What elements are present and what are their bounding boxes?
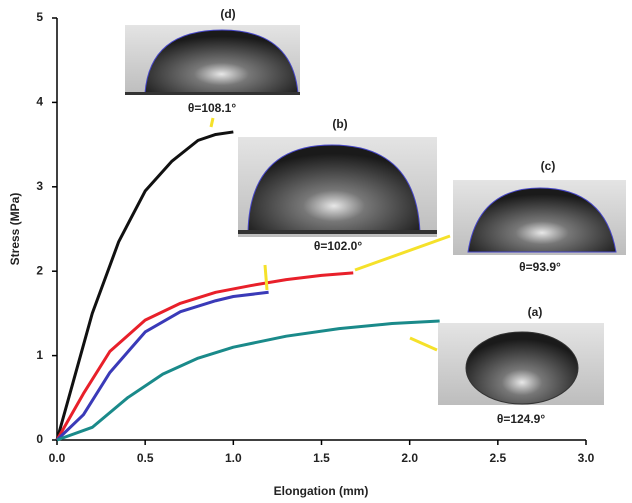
inset-image [453, 180, 626, 255]
contact-angle: θ=102.0° [314, 239, 363, 253]
y-axis-title: Stress (MPa) [8, 193, 22, 266]
x-tick-label: 0.0 [49, 451, 66, 465]
y-tick-label: 3 [36, 179, 43, 193]
x-tick-label: 0.5 [137, 451, 154, 465]
data-line [56, 319, 440, 442]
inset-label: (c) [541, 159, 556, 173]
contact-angle: θ=108.1° [188, 101, 237, 115]
y-tick-label: 5 [36, 10, 43, 24]
connector [209, 117, 215, 128]
contact-angle: θ=93.9° [519, 260, 561, 274]
data-line [55, 290, 269, 442]
inset-label: (a) [528, 305, 543, 319]
x-axis-title: Elongation (mm) [274, 484, 369, 498]
inset-label: (b) [332, 117, 347, 131]
y-tick-label: 1 [36, 348, 43, 362]
x-tick-label: 1.5 [313, 451, 330, 465]
data-line [55, 130, 234, 441]
x-tick-label: 3.0 [578, 451, 595, 465]
data-line [55, 271, 354, 441]
inset-image [238, 137, 437, 237]
y-tick-label: 2 [36, 263, 43, 277]
inset-image [438, 323, 604, 405]
y-tick-label: 4 [36, 95, 43, 109]
connector [354, 234, 451, 272]
connector [409, 336, 438, 352]
contact-angle: θ=124.9° [497, 412, 546, 426]
x-tick-label: 2.0 [401, 451, 418, 465]
x-tick-label: 2.5 [489, 451, 506, 465]
x-tick-label: 1.0 [225, 451, 242, 465]
y-tick-label: 0 [36, 432, 43, 446]
inset-image [125, 25, 300, 95]
connector [263, 264, 269, 291]
inset-label: (d) [220, 7, 235, 21]
